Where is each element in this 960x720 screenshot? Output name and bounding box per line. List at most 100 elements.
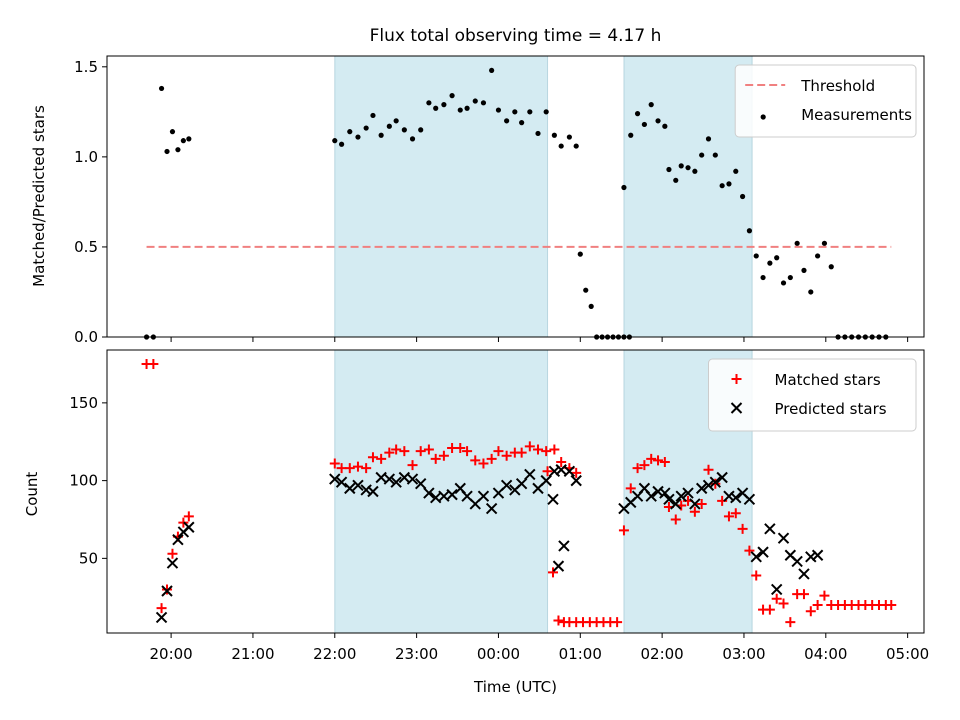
matched-stars-point: [710, 478, 721, 489]
predicted-stars-point: [500, 479, 513, 491]
matched-stars-point: [384, 447, 395, 458]
matched-stars-point: [361, 463, 372, 474]
bottom-y-tick-label: 100: [69, 472, 98, 490]
predicted-stars-point: [750, 551, 762, 563]
matched-stars-point: [329, 458, 340, 469]
predicted-stars-point: [515, 478, 528, 490]
matched-stars-point: [819, 590, 830, 601]
predicted-stars-point: [770, 583, 783, 596]
predicted-stars-point: [663, 493, 675, 505]
measurements-point: [655, 118, 661, 124]
matched-stars-point: [541, 446, 552, 457]
legend-marker: [731, 374, 742, 384]
legend-label: Measurements: [801, 106, 912, 124]
predicted-stars-point: [764, 523, 776, 535]
measurements-point: [543, 109, 549, 115]
measurements-point: [726, 181, 732, 187]
predicted-stars-point: [798, 568, 810, 580]
measurements-point: [746, 228, 753, 234]
predicted-stars-point: [563, 465, 576, 477]
bottom-legend: Matched stars Predicted stars: [708, 358, 917, 432]
predicted-stars-point: [414, 478, 427, 490]
legend-marker: [730, 402, 743, 414]
matched-stars-point: [399, 446, 410, 457]
matched-stars-point: [653, 455, 664, 466]
predicted-stars-point: [675, 490, 687, 502]
measurements-point: [774, 255, 780, 261]
measurements-point: [808, 289, 814, 295]
top-y-tick-label: 0.5: [74, 238, 98, 256]
measurements-point: [621, 184, 627, 191]
matched-stars-point: [659, 456, 670, 467]
measurements-point: [767, 260, 773, 266]
top-plot: 0.0 0.5 1.0 1.5 Threshold Measurements: [74, 55, 925, 346]
matched-stars-point: [785, 617, 796, 628]
predicted-stars-point: [670, 498, 682, 510]
measurements-point: [519, 120, 525, 126]
measurements-point: [692, 168, 698, 174]
top-legend: Threshold Measurements: [734, 64, 917, 138]
predicted-stars-point: [743, 493, 756, 505]
predicted-stars-point: [335, 476, 348, 488]
measurements-point: [504, 118, 510, 124]
bottom-plot: 50 100 150 20:00 21:00 22:00 23:00 00:00 01:00 02…: [69, 349, 929, 663]
measurements-point: [628, 132, 634, 138]
measurements-point: [158, 85, 165, 92]
measurements-point: [648, 102, 654, 108]
measurements-point: [821, 240, 828, 246]
matched-stars-point: [493, 446, 504, 457]
matched-stars-point: [639, 460, 650, 471]
measurements-point: [577, 251, 583, 257]
measurements-point: [583, 287, 589, 293]
matched-stars-point: [407, 460, 418, 471]
matched-stars-point: [462, 446, 473, 457]
measurements-point: [378, 132, 384, 138]
measurements-point: [678, 163, 684, 169]
legend-label: Matched stars: [775, 371, 881, 389]
measurements-point: [169, 129, 176, 135]
matched-stars-point: [524, 441, 535, 452]
top-shaded-interval: [623, 55, 753, 338]
top-y-axis-label: Matched/Predicted stars: [30, 105, 48, 287]
x-tick-label: 20:00: [149, 645, 192, 663]
matched-stars-point: [542, 466, 553, 477]
matched-stars-point: [798, 589, 809, 600]
matched-stars-point: [430, 453, 441, 464]
matched-stars-point: [156, 603, 167, 614]
matched-stars-point: [376, 453, 387, 464]
bottom-axes-frame: [106, 349, 925, 634]
measurements-point: [705, 136, 712, 142]
predicted-stars-point: [383, 473, 396, 485]
measurements-point: [480, 100, 487, 106]
predicted-stars-point: [689, 498, 701, 510]
predicted-stars-point: [183, 521, 195, 533]
top-y-tick-label: 0.0: [74, 328, 98, 346]
predicted-stars-point: [390, 476, 402, 488]
predicted-stars-point: [446, 488, 458, 501]
measurements-point: [409, 136, 416, 142]
predicted-stars-point: [161, 585, 173, 597]
matched-stars-point: [183, 511, 194, 522]
matched-stars-point: [501, 450, 512, 461]
measurements-point: [495, 107, 502, 113]
predicted-stars-point: [172, 533, 184, 546]
predicted-stars-point: [485, 502, 498, 515]
predicted-stars-point: [552, 560, 565, 572]
predicted-stars-point: [329, 473, 341, 485]
predicted-stars-point: [757, 546, 769, 558]
predicted-stars-point: [352, 479, 364, 491]
matched-stars-point: [516, 447, 527, 458]
predicted-stars-point: [547, 493, 559, 505]
matched-stars-point: [148, 358, 159, 369]
matched-stars-point: [162, 584, 173, 595]
predicted-stars-point: [344, 482, 356, 495]
measurements-point: [338, 141, 345, 147]
predicted-stars-point: [558, 540, 570, 552]
measurements-point: [634, 111, 641, 117]
matched-stars-point: [696, 498, 707, 509]
matched-stars-point: [886, 600, 897, 611]
measurements-point: [558, 143, 564, 149]
measurements-point: [355, 134, 361, 140]
measurements-point: [787, 274, 793, 281]
measurements-point: [332, 138, 338, 144]
